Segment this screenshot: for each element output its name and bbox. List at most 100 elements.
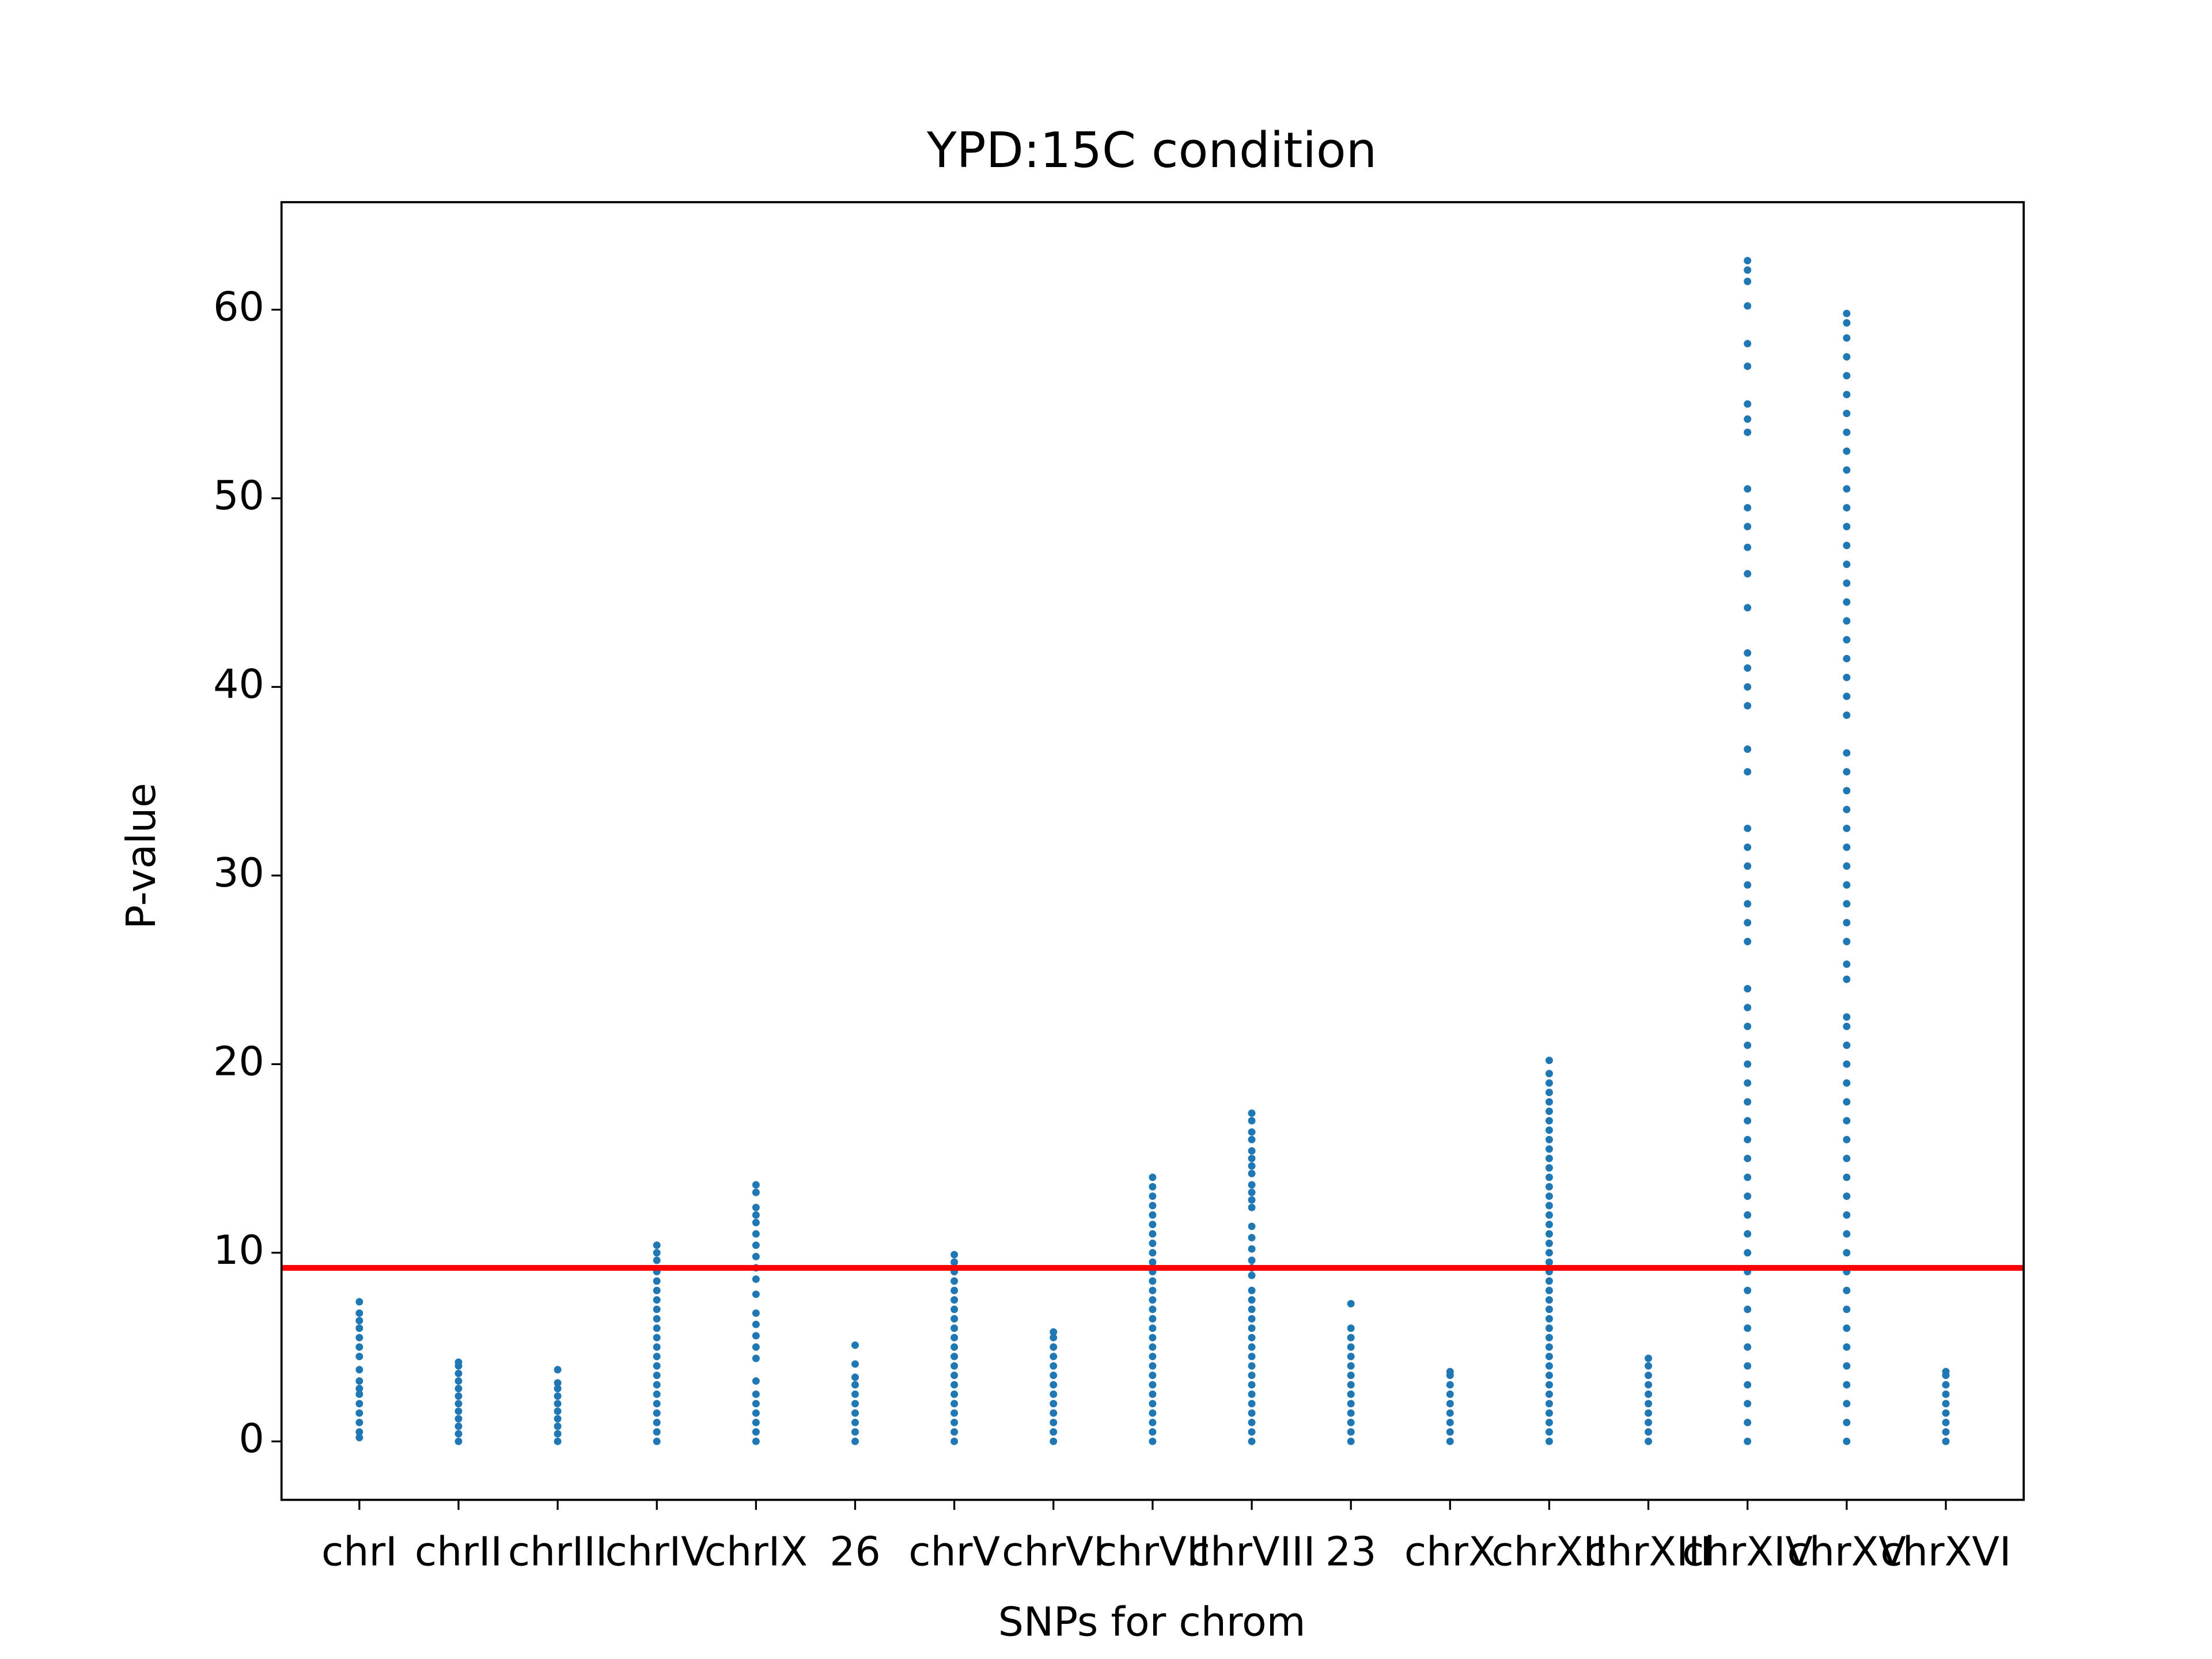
point — [1545, 1286, 1553, 1294]
point — [1545, 1183, 1553, 1191]
point — [1347, 1300, 1355, 1308]
point — [554, 1415, 562, 1423]
point — [1347, 1324, 1355, 1332]
point — [950, 1343, 959, 1351]
point — [851, 1437, 859, 1445]
point — [950, 1362, 959, 1370]
point — [1645, 1437, 1653, 1445]
point — [1744, 1343, 1752, 1351]
point — [1149, 1221, 1157, 1229]
point — [1843, 673, 1851, 681]
point — [1843, 1173, 1851, 1181]
point — [752, 1320, 760, 1328]
point — [1149, 1353, 1157, 1361]
point — [653, 1286, 661, 1294]
point — [1545, 1315, 1553, 1323]
point — [1645, 1418, 1653, 1426]
point — [752, 1437, 760, 1445]
point — [1843, 900, 1851, 908]
point — [1744, 1230, 1752, 1238]
point — [653, 1400, 661, 1408]
point — [1149, 1211, 1157, 1219]
point — [1050, 1418, 1058, 1426]
point — [653, 1343, 661, 1351]
point — [653, 1381, 661, 1389]
point — [1645, 1372, 1653, 1380]
point — [1843, 1211, 1851, 1219]
x-tick-label: chrIII — [508, 1528, 608, 1575]
point — [355, 1390, 363, 1398]
point — [1248, 1203, 1256, 1211]
point — [1744, 683, 1752, 691]
point — [1744, 702, 1752, 710]
point — [1149, 1437, 1157, 1445]
point — [1843, 1418, 1851, 1426]
point — [1744, 938, 1752, 945]
point — [1149, 1258, 1157, 1266]
point — [554, 1385, 562, 1392]
point — [1744, 1060, 1752, 1068]
point — [1744, 362, 1752, 370]
point — [1446, 1437, 1454, 1445]
point — [1545, 1362, 1553, 1370]
y-tick-label: 0 — [238, 1415, 264, 1462]
point — [851, 1428, 859, 1436]
point — [1744, 1418, 1752, 1426]
point — [1942, 1400, 1950, 1408]
point — [355, 1409, 363, 1417]
point — [1149, 1249, 1157, 1257]
point — [554, 1422, 562, 1430]
y-tick-label: 10 — [213, 1227, 264, 1274]
point — [1744, 1305, 1752, 1313]
point — [1545, 1390, 1553, 1398]
point — [752, 1343, 760, 1351]
point — [454, 1415, 463, 1423]
point — [1645, 1409, 1653, 1417]
point — [1050, 1328, 1058, 1336]
point — [1843, 1098, 1851, 1106]
point — [1843, 1286, 1851, 1294]
point — [1545, 1343, 1553, 1351]
point — [752, 1241, 760, 1249]
point — [1843, 805, 1851, 813]
x-tick-label: chrXIII — [1585, 1528, 1712, 1575]
point — [1744, 824, 1752, 832]
point — [1843, 319, 1851, 327]
point — [1545, 1145, 1553, 1153]
point — [1545, 1135, 1553, 1143]
point — [1149, 1239, 1157, 1247]
point — [454, 1369, 463, 1377]
point — [1149, 1400, 1157, 1408]
point — [554, 1392, 562, 1400]
point — [653, 1241, 661, 1249]
point — [1545, 1277, 1553, 1285]
point — [1645, 1362, 1653, 1370]
point — [1843, 579, 1851, 587]
point — [1149, 1418, 1157, 1426]
point — [1942, 1428, 1950, 1436]
point — [1248, 1234, 1256, 1242]
point — [1545, 1353, 1553, 1361]
point — [1446, 1381, 1454, 1389]
point — [1843, 843, 1851, 851]
x-tick-label: chrV — [908, 1528, 1000, 1575]
point — [1843, 353, 1851, 361]
point — [1843, 862, 1851, 870]
point — [950, 1437, 959, 1445]
point — [1942, 1418, 1950, 1426]
point — [1843, 1192, 1851, 1200]
point — [1248, 1305, 1256, 1313]
point — [1347, 1372, 1355, 1380]
x-tick-label: chrXIV — [1682, 1528, 1813, 1575]
point — [1744, 664, 1752, 672]
point — [1942, 1409, 1950, 1417]
point — [851, 1341, 859, 1349]
point — [1248, 1256, 1256, 1264]
point — [1545, 1070, 1553, 1078]
point — [1545, 1418, 1553, 1426]
x-tick-label: chrI — [321, 1528, 397, 1575]
point — [1744, 543, 1752, 551]
point — [454, 1430, 463, 1438]
point — [1545, 1334, 1553, 1342]
